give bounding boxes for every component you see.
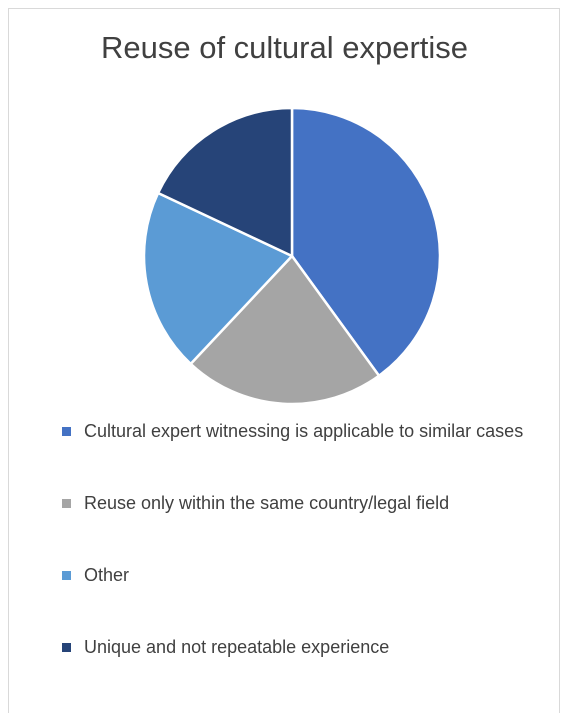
pie-slice: [189, 254, 381, 406]
legend-item: Other: [62, 562, 564, 588]
legend-item: Reuse only within the same country/legal…: [62, 490, 564, 516]
legend-label: Other: [84, 565, 130, 585]
legend-item: Unique and not repeatable experience: [62, 634, 564, 660]
legend-label: Reuse only within the same country/legal…: [84, 493, 450, 513]
pie-chart: [142, 106, 442, 406]
legend-swatch: [62, 643, 71, 652]
pie-slice: [156, 106, 294, 258]
legend-label: Cultural expert witnessing is applicable…: [84, 421, 524, 441]
legend-swatch: [62, 427, 71, 436]
legend-label: Unique and not repeatable experience: [84, 637, 390, 657]
legend-item: Cultural expert witnessing is applicable…: [62, 418, 564, 444]
legend-swatch: [62, 571, 71, 580]
legend-swatch: [62, 499, 71, 508]
pie-slice: [142, 191, 294, 366]
chart-title: Reuse of cultural expertise: [100, 30, 469, 65]
pie-slice: [290, 106, 442, 377]
